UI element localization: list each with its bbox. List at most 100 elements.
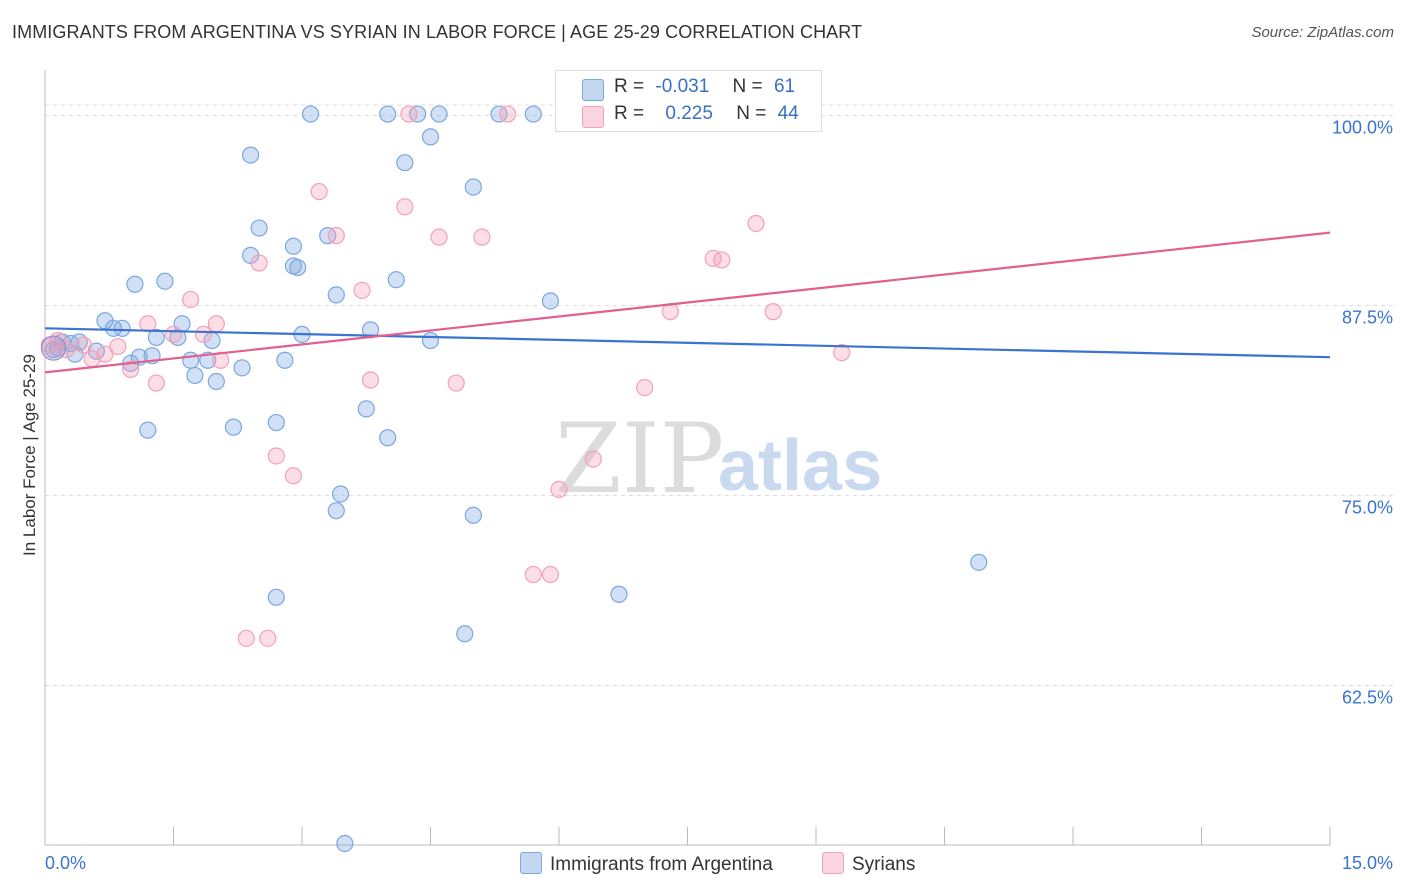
y-tick-label: 62.5% bbox=[1342, 687, 1393, 707]
series-swatch-syrians bbox=[822, 852, 844, 874]
point-syrians bbox=[584, 450, 602, 468]
legend-r-value-argentina: -0.031 bbox=[655, 76, 710, 97]
point-syrians bbox=[550, 480, 568, 499]
y-tick-label: 75.0% bbox=[1342, 497, 1393, 517]
point-syrians bbox=[237, 629, 255, 647]
point-argentina bbox=[387, 271, 405, 289]
point-syrians bbox=[499, 105, 517, 123]
point-syrians bbox=[833, 344, 851, 362]
point-argentina bbox=[156, 272, 174, 290]
point-argentina bbox=[301, 105, 320, 123]
point-syrians bbox=[207, 315, 225, 333]
legend-n-value-argentina: 61 bbox=[773, 76, 796, 97]
point-argentina bbox=[327, 286, 345, 304]
point-argentina bbox=[421, 331, 440, 350]
point-syrians bbox=[267, 447, 285, 465]
point-syrians bbox=[447, 374, 465, 392]
tick-labels: 62.5% 75.0% 87.5% 100.0% 0.0% 15.0% bbox=[45, 118, 1393, 873]
trend-line-argentina bbox=[44, 327, 1331, 359]
point-argentina bbox=[182, 351, 200, 369]
point-syrians bbox=[182, 290, 200, 309]
y-tick-label: 100.0% bbox=[1332, 118, 1393, 138]
legend-n-label: N = bbox=[732, 76, 763, 97]
point-argentina bbox=[284, 257, 303, 275]
series-legend-argentina: Immigrants from Argentina bbox=[520, 852, 773, 876]
point-argentina bbox=[139, 421, 157, 439]
point-syrians bbox=[524, 565, 542, 584]
x-tick-label-min: 0.0% bbox=[45, 853, 86, 873]
series-swatch-argentina bbox=[520, 852, 542, 874]
point-argentina bbox=[541, 292, 560, 310]
point-syrians bbox=[109, 337, 127, 356]
point-argentina bbox=[242, 146, 260, 164]
axes bbox=[44, 70, 1331, 846]
y-axis-label: In Labor Force | Age 25-29 bbox=[20, 354, 39, 556]
point-argentina bbox=[970, 553, 988, 571]
point-argentina bbox=[464, 506, 482, 524]
point-syrians bbox=[164, 325, 183, 344]
point-argentina bbox=[357, 400, 375, 418]
point-argentina bbox=[267, 588, 285, 606]
point-syrians bbox=[96, 345, 114, 363]
point-syrians bbox=[400, 105, 418, 123]
data-points bbox=[40, 105, 988, 853]
point-syrians bbox=[250, 254, 268, 272]
point-syrians bbox=[194, 325, 213, 344]
correlation-legend: R = -0.031 N = 61 R = 0.225 N = 44 bbox=[555, 70, 822, 132]
watermark: ZIP atlas bbox=[555, 403, 882, 515]
point-argentina bbox=[207, 372, 225, 391]
trend-lines bbox=[44, 231, 1331, 374]
point-argentina bbox=[66, 345, 84, 363]
point-argentina bbox=[113, 319, 131, 337]
point-argentina bbox=[331, 485, 350, 503]
chart-title: IMMIGRANTS FROM ARGENTINA VS SYRIAN IN L… bbox=[12, 22, 863, 42]
x-tick-label-max: 15.0% bbox=[1342, 853, 1393, 873]
point-syrians bbox=[636, 378, 654, 397]
series-label-syrians: Syrians bbox=[852, 854, 916, 875]
point-argentina bbox=[379, 429, 397, 447]
legend-n-label: N = bbox=[736, 103, 767, 124]
point-syrians bbox=[122, 360, 140, 378]
watermark-zip: ZIP bbox=[555, 403, 724, 515]
point-argentina bbox=[396, 154, 414, 172]
point-syrians bbox=[361, 371, 380, 389]
point-syrians bbox=[147, 374, 165, 392]
point-argentina bbox=[430, 105, 448, 123]
point-syrians bbox=[284, 467, 303, 485]
legend-r-label: R = bbox=[614, 103, 645, 124]
legend-swatch-argentina bbox=[582, 79, 604, 101]
grid-lines bbox=[45, 104, 1395, 686]
watermark-atlas: atlas bbox=[718, 426, 882, 506]
point-argentina bbox=[186, 366, 204, 385]
legend-row-argentina: R = -0.031 N = 61 bbox=[582, 76, 796, 101]
y-tick-label: 87.5% bbox=[1342, 308, 1393, 328]
point-argentina bbox=[336, 834, 354, 853]
point-argentina bbox=[267, 413, 285, 432]
point-argentina bbox=[421, 128, 440, 146]
series-legend-syrians: Syrians bbox=[822, 852, 915, 876]
legend-n-value-syrians: 44 bbox=[777, 103, 799, 124]
point-cluster bbox=[40, 335, 67, 361]
point-argentina bbox=[147, 328, 165, 347]
legend-r-label: R = bbox=[614, 76, 645, 97]
legend-row-syrians: R = 0.225 N = 44 bbox=[582, 103, 799, 128]
series-label-argentina: Immigrants from Argentina bbox=[550, 854, 773, 875]
point-argentina bbox=[610, 585, 628, 603]
point-argentina bbox=[456, 625, 474, 643]
point-argentina bbox=[199, 351, 217, 369]
point-syrians bbox=[259, 629, 277, 647]
point-argentina bbox=[233, 359, 251, 377]
point-syrians bbox=[57, 341, 76, 359]
point-argentina bbox=[379, 105, 397, 123]
point-syrians bbox=[396, 198, 414, 216]
point-syrians bbox=[139, 315, 157, 333]
point-argentina bbox=[464, 178, 482, 196]
point-syrians bbox=[310, 182, 328, 201]
point-syrians bbox=[713, 251, 731, 269]
point-syrians bbox=[353, 281, 371, 299]
point-syrians bbox=[541, 565, 560, 584]
point-argentina bbox=[126, 275, 144, 293]
point-argentina bbox=[524, 105, 542, 123]
point-syrians bbox=[473, 228, 491, 246]
